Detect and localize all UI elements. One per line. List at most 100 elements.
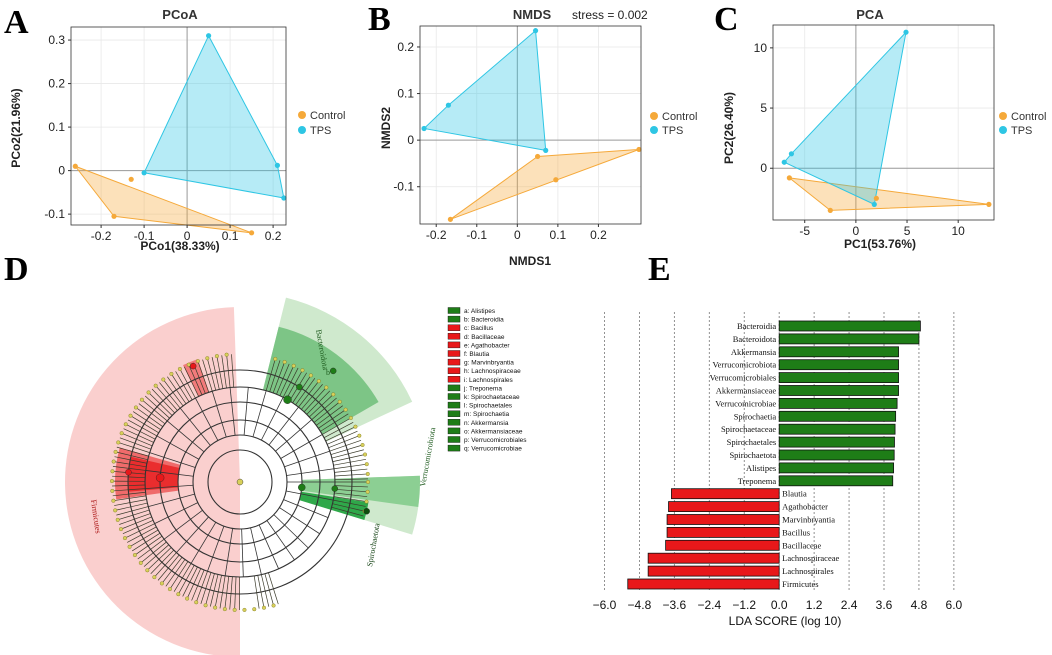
cladogram-highlight-node [236,478,244,486]
cladogram-branch [119,513,151,525]
cladogram-node [111,459,116,464]
legend-tps-marker [650,126,658,134]
cladogram-legend-label: a: Alistipes [464,308,496,315]
cladogram-branch [197,361,210,393]
panel-label-a: A [4,4,29,41]
cladogram-node [146,390,151,395]
pcoa-legend: Control TPS [298,110,345,137]
cladogram-branch [145,484,194,490]
y-tick-label: 0.1 [397,87,414,101]
cladogram-branch [124,523,155,539]
cladogram-branch [266,520,295,561]
cladogram-highlight-node [363,508,370,515]
cladogram-highlight-node [296,383,303,391]
cladogram-branch [132,411,161,430]
tps-point [781,159,787,165]
cladogram-node [167,587,172,592]
cladogram-branch [114,456,147,464]
cladogram-branch [272,361,285,394]
cladogram-branch [329,439,362,452]
control-point [72,163,78,169]
lda-bar [666,514,780,525]
cladogram-legend-label: q: Verrucomicrobiae [464,446,522,453]
cladogram-legend-swatch [447,393,461,400]
x-tick-label: 0.1 [550,228,567,242]
pcoa-ylabel: PCo2(21.96%) [9,88,23,167]
pca-xlabel: PC1(53.76%) [844,237,916,251]
cladogram-branch [231,354,235,388]
pcoa-chart: PCoA -0.2 -0.1 0 0.1 0.2 -0.1 0 0.1 0.2 0.3 PCo1(… [9,7,345,253]
cladogram-branch [318,409,346,429]
panel-label-e: E [648,251,671,288]
cladogram-branch [207,526,225,572]
cladogram-legend-label: c: Bacillus [464,325,494,332]
cladogram-branch [167,376,187,405]
cladogram-node [337,399,342,404]
pca-chart: PCA -5 0 5 10 0 5 10 PC1(53.76%) PC2(26.40%) C… [722,7,1046,251]
cladogram-node [169,371,174,376]
lda-bar-label: Firmicutes [782,579,818,589]
cladogram-branch [178,565,195,595]
cladogram-branch [279,365,295,396]
lda-bar-label: Verrucomicrobiota [712,360,776,370]
legend-control-label: Control [1011,111,1046,123]
cladogram-branch [252,390,267,437]
cladogram-branch [313,401,340,423]
cladogram-branch [175,371,193,401]
cladogram-branch [157,554,180,581]
lda-bar [778,359,899,371]
cladogram-legend-label: m: Spirochaetia [464,411,510,418]
lda-tick-label: −1.2 [732,598,756,612]
cladogram-node [353,424,358,429]
tps-point [532,28,539,34]
cladogram-legend-swatch [447,307,461,314]
lda-bar-label: Marvinbryantia [782,515,835,525]
cladogram-legend-swatch [447,444,461,452]
cladogram-branch [323,421,354,439]
lda-bar-label: Bacteroidota [733,334,777,344]
cladogram-branch [320,413,349,432]
cladogram-branch [119,437,151,450]
cladogram-branch [334,473,368,477]
cladogram-branch [333,496,367,502]
lda-bar-label: Spirochaetales [727,437,777,447]
cladogram-branch [156,435,200,460]
lda-xlabel: LDA SCORE (log 10) [729,614,842,628]
pcoa-title: PCoA [162,7,198,22]
cladogram-branch [322,417,352,435]
cladogram-branch [211,357,220,390]
lda-tick-label: 4.8 [911,598,928,612]
tps-hull [143,34,285,199]
x-tick-label: -0.2 [426,228,447,242]
cladogram-legend-swatch [447,436,461,443]
cladogram-branch [279,507,320,535]
legend-control-marker [650,112,658,120]
cladogram-branch [169,561,189,590]
tps-point [206,33,212,39]
nmds-chart: NMDS stress = 0.002 -0.2 -0.1 0 0.1 0.2 -0.1 0… [379,7,697,268]
cladogram-node [115,517,120,522]
cladogram-branch [334,492,368,498]
x-tick-label: -0.2 [91,229,112,243]
cladogram-branch [334,485,368,488]
control-point [249,230,255,236]
cladogram-branch [301,384,323,410]
lda-bar [778,423,896,435]
cladogram-node [159,581,164,586]
lda-tick-label: 0.0 [771,598,788,612]
x-tick-label: 5 [904,224,911,238]
cladogram-branch [134,535,163,556]
cladogram-node [195,359,200,364]
cladogram-node [271,603,276,608]
lda-bar [778,320,921,332]
cladogram-branch [303,387,327,413]
cladogram-node [365,489,370,494]
lda-bar [778,397,898,409]
cladogram-branch [122,520,154,534]
cladogram-branch [276,363,290,395]
cladogram-branch [332,454,366,462]
cladogram-branch [216,356,224,389]
cladogram-branch [127,419,158,437]
cladogram-branch [331,449,364,459]
cladogram-branch [163,379,184,407]
